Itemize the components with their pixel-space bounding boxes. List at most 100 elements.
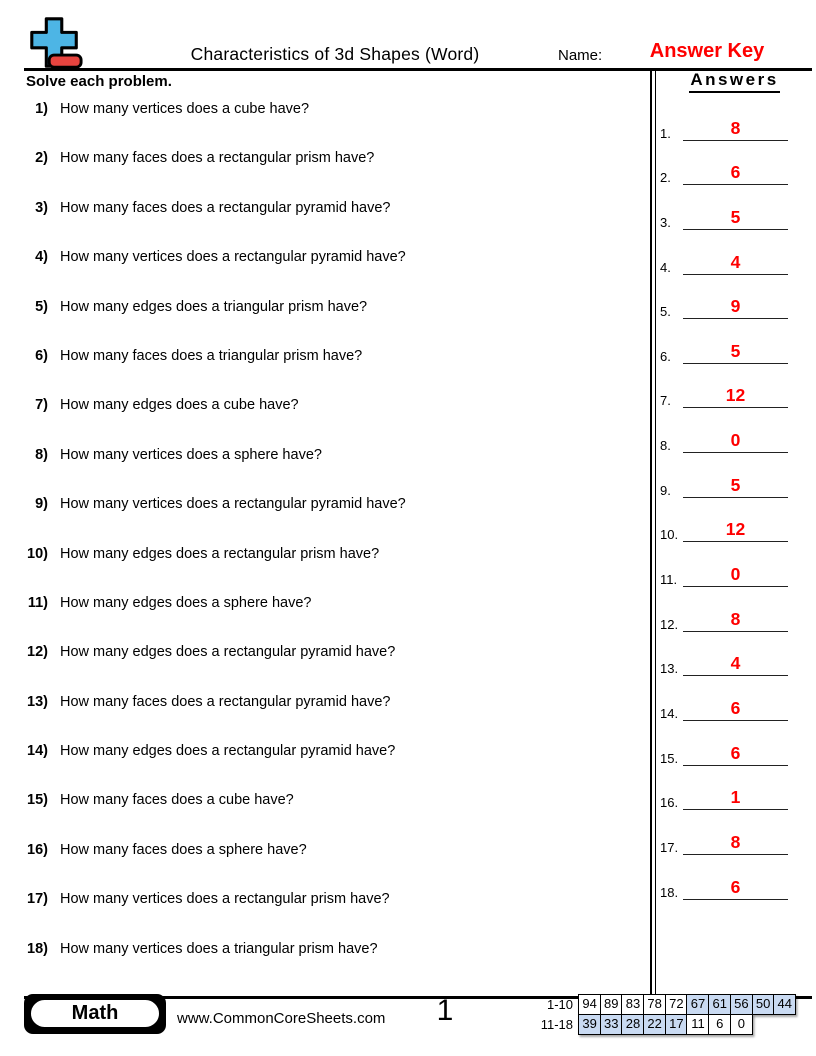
- score-row-label: 11-18: [540, 1016, 573, 1032]
- question-row: 11) How many edges does a sphere have?: [24, 595, 639, 644]
- answer-row: 4. 4: [653, 230, 813, 275]
- answer-row: 7. 12: [653, 364, 813, 409]
- answer-key-text: Answer Key: [649, 40, 765, 62]
- score-cell: 94: [578, 994, 602, 1015]
- page-title: Characteristics of 3d Shapes (Word): [190, 44, 480, 64]
- answer-number: 10.: [660, 527, 679, 543]
- answer-number: 18.: [660, 884, 679, 900]
- question-number: 14): [27, 743, 48, 760]
- answer-blank: 5: [683, 206, 788, 230]
- answer-value: 6: [730, 697, 741, 718]
- answer-blank: 4: [683, 653, 788, 677]
- score-cell: 22: [643, 1013, 667, 1035]
- score-cell: 72: [664, 994, 688, 1015]
- answer-number: 4.: [660, 259, 671, 275]
- score-cells: 94 89 83 78 72 67 61 56 50 44: [578, 994, 797, 1015]
- score-row: 1-10 94 89 83 78 72 67 61 56 50 44: [526, 994, 797, 1015]
- question-row: 14) How many edges does a rectangular pyr…: [24, 743, 639, 792]
- question-row: 15) How many faces does a cube have?: [24, 792, 639, 841]
- question-text: How many vertices does a rectangular pyr…: [60, 249, 406, 266]
- question-number: 12): [27, 644, 48, 661]
- score-cell: 17: [664, 1013, 688, 1035]
- question-text: How many edges does a rectangular pyrami…: [60, 743, 396, 760]
- answer-number: 6.: [660, 348, 671, 364]
- answer-value: 0: [730, 430, 741, 451]
- question-text: How many vertices does a rectangular pyr…: [60, 496, 406, 513]
- question-number: 16): [27, 841, 48, 858]
- score-row: 11-18 39 33 28 22 17 11 6 0: [526, 1013, 796, 1035]
- score-cell: 6: [708, 1013, 732, 1035]
- question-text: How many edges does a cube have?: [60, 397, 299, 414]
- question-text: How many edges does a triangular prism h…: [60, 298, 368, 315]
- score-table: 1-10 94 89 83 78 72 67 61 56 50 44 11-18…: [526, 994, 797, 1035]
- question-row: 7) How many edges does a cube have?: [24, 397, 639, 446]
- name-label: Name:: [558, 47, 603, 64]
- score-cell: 89: [599, 994, 623, 1015]
- question-row: 12) How many edges does a rectangular pyr…: [24, 644, 639, 693]
- score-cell: 44: [773, 994, 797, 1015]
- question-number: 2): [35, 150, 48, 167]
- question-row: 6) How many faces does a triangular prism…: [24, 348, 639, 397]
- website-text: www.CommonCoreSheets.com: [177, 1010, 386, 1027]
- answer-number: 3.: [660, 214, 671, 230]
- answer-blank: 9: [683, 297, 788, 320]
- answer-blank: 8: [683, 609, 788, 632]
- footer-rule: [24, 996, 812, 999]
- answer-row: 6. 5: [653, 319, 813, 364]
- answer-value: 8: [730, 117, 741, 138]
- question-row: 17) How many vertices does a rectangular …: [24, 891, 639, 940]
- question-row: 13) How many faces does a rectangular pyr…: [24, 694, 639, 743]
- score-cell: 50: [751, 994, 775, 1015]
- question-text: How many edges does a rectangular pyrami…: [60, 644, 396, 661]
- answer-blank: 6: [683, 877, 788, 900]
- answers-heading-wrap: Answers: [657, 70, 812, 93]
- answer-value: 4: [730, 653, 741, 674]
- question-number: 8): [35, 446, 48, 463]
- question-number: 11): [27, 594, 48, 611]
- answer-value: 1: [730, 787, 741, 808]
- question-text: How many vertices does a triangular pris…: [60, 940, 378, 957]
- answer-number: 17.: [660, 839, 679, 855]
- question-text: How many vertices does a rectangular pri…: [60, 891, 390, 908]
- answer-blank: 6: [683, 697, 788, 721]
- answer-value: 5: [730, 206, 741, 227]
- question-row: 5) How many edges does a triangular prism…: [24, 299, 639, 348]
- answers-heading: Answers: [689, 70, 780, 93]
- page-number: 1: [436, 994, 454, 1027]
- plus-minus-logo-icon: [30, 17, 83, 69]
- answer-row: 10. 12: [653, 498, 813, 543]
- question-number: 4): [35, 249, 48, 266]
- question-text: How many faces does a sphere have?: [60, 841, 307, 858]
- question-row: 16) How many faces does a sphere have?: [24, 842, 639, 891]
- column-divider: [654, 70, 657, 998]
- subject-badge-label: Math: [29, 998, 161, 1029]
- score-cell: 61: [708, 994, 732, 1015]
- question-text: How many faces does a rectangular pyrami…: [60, 693, 391, 710]
- answer-number: 8.: [660, 438, 671, 454]
- answer-row: 1. 8: [653, 96, 813, 141]
- answer-blank: 8: [683, 832, 788, 855]
- answer-blank: 12: [683, 386, 788, 409]
- answer-row: 5. 9: [653, 275, 813, 320]
- answer-row: 9. 5: [653, 453, 813, 498]
- question-text: How many faces does a rectangular prism …: [60, 150, 375, 167]
- question-number: 6): [35, 347, 48, 364]
- question-row: 3) How many faces does a rectangular pyra…: [24, 200, 639, 249]
- answer-number: 14.: [660, 705, 679, 721]
- answer-blank: 6: [683, 163, 788, 186]
- answer-number: 5.: [660, 304, 671, 320]
- question-text: How many edges does a rectangular prism …: [60, 545, 380, 562]
- question-number: 7): [35, 397, 48, 414]
- score-row-label: 1-10: [546, 997, 573, 1012]
- question-number: 3): [35, 199, 48, 216]
- question-row: 10) How many edges does a rectangular pri…: [24, 546, 639, 595]
- answer-row: 15. 6: [653, 721, 813, 766]
- answer-value: 4: [730, 251, 741, 272]
- answer-row: 16. 1: [653, 766, 813, 811]
- answer-value: 5: [730, 474, 741, 495]
- question-text: How many vertices does a sphere have?: [60, 446, 322, 463]
- answer-blank: 5: [683, 474, 788, 498]
- answer-row: 2. 6: [653, 141, 813, 186]
- answer-blank: 8: [683, 117, 788, 141]
